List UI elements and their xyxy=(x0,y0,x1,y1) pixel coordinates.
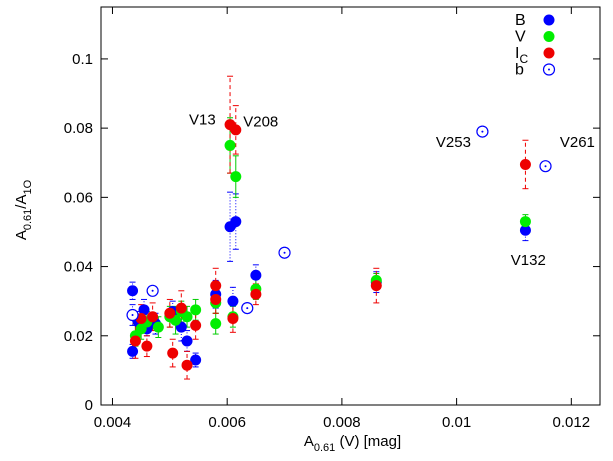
data-point-B xyxy=(190,354,202,366)
data-point-V xyxy=(190,304,202,316)
axis-ticks-layer: 0.004 0.006 0.008 0.01 0.012 0 0.02 0.04 0.06 0.0… xyxy=(64,7,600,431)
data-point-I xyxy=(250,288,262,300)
x-tick-label: 0.004 xyxy=(94,414,132,431)
data-point-b-center xyxy=(481,130,484,133)
data-point-B xyxy=(230,216,242,228)
data-point-B xyxy=(127,345,139,357)
data-point-I xyxy=(181,359,193,371)
legend-label-main: b xyxy=(515,62,524,79)
markers-layer xyxy=(126,119,552,371)
data-point-I xyxy=(175,302,187,314)
point-annotation: V13 xyxy=(189,112,216,129)
data-point-I xyxy=(129,335,141,347)
data-point-I xyxy=(210,293,222,305)
annotations-layer: V13 V208 V253 V261 V132 xyxy=(189,112,595,269)
data-point-B xyxy=(519,224,531,236)
y-tick-label: 0.1 xyxy=(72,51,93,68)
data-point-I xyxy=(230,124,242,136)
y-tick-label: 0.06 xyxy=(64,189,93,206)
x-axis-title: A0.61 (V) [mag] xyxy=(304,433,401,454)
data-point-V xyxy=(224,139,236,151)
data-point-I xyxy=(190,319,202,331)
y-tick-label: 0.08 xyxy=(64,120,93,137)
data-point-I xyxy=(147,311,159,323)
data-point-I xyxy=(210,280,222,292)
data-point-I xyxy=(227,312,239,324)
x-tick-label: 0.01 xyxy=(442,414,471,431)
legend-label: IC xyxy=(515,45,528,66)
y-axis-title-part: A xyxy=(13,230,30,240)
data-point-B xyxy=(181,335,193,347)
x-tick-label: 0.006 xyxy=(208,414,246,431)
legend-label-sub: C xyxy=(519,52,528,66)
data-point-b-center xyxy=(131,314,134,317)
point-annotation: V261 xyxy=(560,134,595,151)
x-tick-label: 0.008 xyxy=(323,414,361,431)
legend-marker xyxy=(543,31,555,42)
legend-label: b xyxy=(515,62,524,79)
data-point-I xyxy=(519,158,531,170)
y-axis-title-part: 1O xyxy=(22,179,34,194)
legend-label: B xyxy=(515,12,526,29)
x-axis-title-part: (V) [mag] xyxy=(335,433,401,450)
data-point-b-center xyxy=(246,307,249,310)
data-point-V xyxy=(210,318,222,330)
x-axis-title-part: 0.61 xyxy=(314,442,335,454)
data-point-I xyxy=(141,340,153,352)
data-point-b-center xyxy=(283,251,286,254)
data-point-b-center xyxy=(151,289,154,292)
legend-marker xyxy=(543,14,555,26)
y-tick-label: 0.04 xyxy=(64,259,93,276)
data-point-I xyxy=(370,280,382,292)
data-point-V xyxy=(152,321,164,333)
data-point-V xyxy=(519,216,531,228)
legend-label: V xyxy=(515,29,526,46)
y-tick-label: 0.02 xyxy=(64,328,93,345)
point-annotation: V208 xyxy=(243,113,278,130)
legend-label-main: B xyxy=(515,12,526,29)
x-tick-label: 0.012 xyxy=(553,414,591,431)
data-point-I xyxy=(164,307,176,319)
y-tick-label: 0 xyxy=(85,397,93,414)
point-annotation: V132 xyxy=(511,252,546,269)
point-annotation: V253 xyxy=(436,134,471,151)
y-axis-title-part: /A xyxy=(13,195,30,209)
legend-label-main: I xyxy=(515,45,519,62)
data-point-V xyxy=(230,171,242,183)
data-point-b-center xyxy=(544,165,547,168)
y-axis-title: A0.61/A1O xyxy=(13,179,34,240)
data-point-B xyxy=(227,295,239,307)
x-axis-title-part: A xyxy=(304,433,314,450)
plot-frame xyxy=(100,6,601,406)
legend-marker xyxy=(543,47,555,59)
data-point-B xyxy=(250,269,262,281)
data-point-B xyxy=(138,304,150,316)
data-point-B xyxy=(127,285,139,297)
data-point-I xyxy=(167,347,179,359)
legend-marker-center xyxy=(548,68,550,71)
y-axis-title-part: 0.61 xyxy=(22,209,34,230)
data-point-V xyxy=(181,311,193,323)
legend-label-main: V xyxy=(515,29,526,46)
axis-titles: A0.61 (V) [mag]A0.61/A1O xyxy=(13,179,401,454)
